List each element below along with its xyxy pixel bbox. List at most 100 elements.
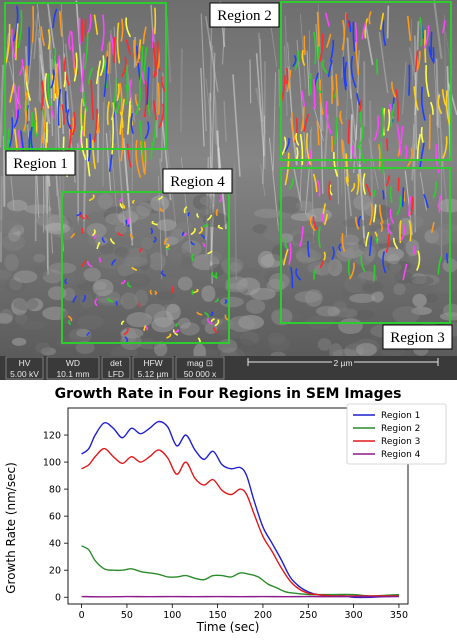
series-line-region-3 — [82, 449, 399, 596]
series-line-region-2 — [82, 546, 399, 596]
grain-blob — [48, 286, 66, 300]
grain-blob — [178, 277, 193, 291]
grain-blob — [120, 334, 142, 350]
grain-blob — [24, 204, 51, 214]
growth-track — [377, 60, 378, 74]
fiber-streak — [388, 6, 389, 39]
grain-blob — [0, 309, 13, 324]
info-field-name: HFW — [143, 358, 162, 368]
y-axis-label: Growth Rate (nm/sec) — [4, 462, 18, 594]
grain-blob — [20, 321, 46, 330]
grain-blob — [269, 273, 290, 290]
growth-track — [116, 302, 117, 305]
legend-entry-region-1: Region 1 — [381, 411, 420, 421]
grain-blob — [190, 279, 210, 287]
grain-blob — [115, 224, 127, 234]
growth-track — [387, 139, 388, 150]
grain-blob — [12, 338, 27, 346]
grain-blob — [316, 306, 340, 317]
grain-blob — [178, 318, 191, 329]
chart-svg: Growth Rate in Four Regions in SEM Image… — [0, 380, 457, 636]
y-tick-label: 100 — [43, 458, 61, 469]
growth-track — [383, 191, 384, 199]
grain-blob — [77, 315, 103, 329]
grain-blob — [349, 294, 375, 303]
grain-blob — [201, 285, 215, 302]
growth-track — [314, 80, 315, 108]
grain-blob — [80, 294, 94, 309]
sem-image-panel: Region 1 Region 2 Region 3 Region 4 HV 5… — [0, 0, 457, 380]
grain-blob — [246, 299, 265, 314]
grain-blob — [318, 338, 332, 351]
grain-blob — [389, 270, 401, 282]
grain-blob — [392, 306, 420, 324]
y-tick-label: 60 — [49, 512, 61, 523]
x-axis-label: Time (sec) — [196, 620, 260, 634]
grain-blob — [98, 193, 114, 209]
growth-track — [311, 74, 312, 94]
grain-blob — [135, 290, 148, 307]
grain-blob — [393, 283, 405, 295]
legend-entry-region-3: Region 3 — [381, 437, 420, 447]
growth-track — [114, 38, 115, 63]
grain-blob — [426, 293, 438, 302]
grain-blob — [120, 292, 137, 309]
grain-blob — [33, 254, 45, 263]
grain-blob — [4, 254, 18, 271]
info-field-value: 10.1 mm — [56, 369, 89, 379]
grain-blob — [157, 219, 177, 231]
growth-track — [188, 213, 189, 216]
info-field-name: WD — [66, 358, 80, 368]
y-tick-label: 120 — [43, 431, 61, 442]
region-4-label: Region 4 — [170, 174, 225, 190]
fiber-streak — [181, 49, 182, 132]
growth-track — [414, 246, 415, 253]
region-2-label: Region 2 — [217, 8, 272, 24]
growth-track — [447, 254, 448, 263]
grain-blob — [272, 244, 286, 261]
growth-track — [65, 92, 66, 112]
growth-track — [409, 65, 410, 95]
fiber-streak — [1, 176, 2, 262]
grain-blob — [268, 333, 285, 345]
grain-blob — [432, 280, 457, 293]
fiber-streak — [351, 114, 352, 161]
growth-track — [403, 188, 404, 206]
growth-track — [400, 221, 401, 242]
growth-track — [172, 287, 173, 293]
grain-blob — [406, 239, 420, 256]
info-field-value: 5.12 µm — [138, 369, 169, 379]
grain-blob — [13, 270, 37, 283]
y-tick-label: 0 — [55, 593, 61, 604]
grain-blob — [200, 206, 221, 215]
sem-image: Region 1 Region 2 Region 3 Region 4 HV 5… — [0, 0, 457, 380]
grain-blob — [35, 342, 50, 353]
grain-blob — [86, 223, 106, 237]
chart-title: Growth Rate in Four Regions in SEM Image… — [55, 386, 402, 402]
grain-blob — [431, 228, 451, 245]
legend-entry-region-2: Region 2 — [381, 424, 420, 434]
fiber-streak — [78, 143, 79, 225]
growth-track — [81, 99, 82, 130]
grain-blob — [387, 254, 400, 264]
grain-blob — [342, 219, 367, 227]
grain-blob — [93, 279, 114, 296]
grain-blob — [374, 205, 391, 220]
grain-blob — [44, 223, 70, 234]
grain-blob — [228, 316, 255, 332]
grain-blob — [73, 275, 86, 284]
region-1-label: Region 1 — [13, 156, 68, 172]
grain-blob — [218, 339, 237, 353]
y-tick-label: 40 — [49, 539, 61, 550]
growth-track — [349, 120, 350, 143]
grain-blob — [338, 318, 363, 334]
x-tick-label: 250 — [299, 610, 317, 621]
grain-blob — [295, 291, 322, 303]
fiber-streak — [103, 102, 104, 187]
growth-track — [183, 233, 184, 236]
x-tick-label: 300 — [345, 610, 363, 621]
y-tick-label: 20 — [49, 566, 61, 577]
